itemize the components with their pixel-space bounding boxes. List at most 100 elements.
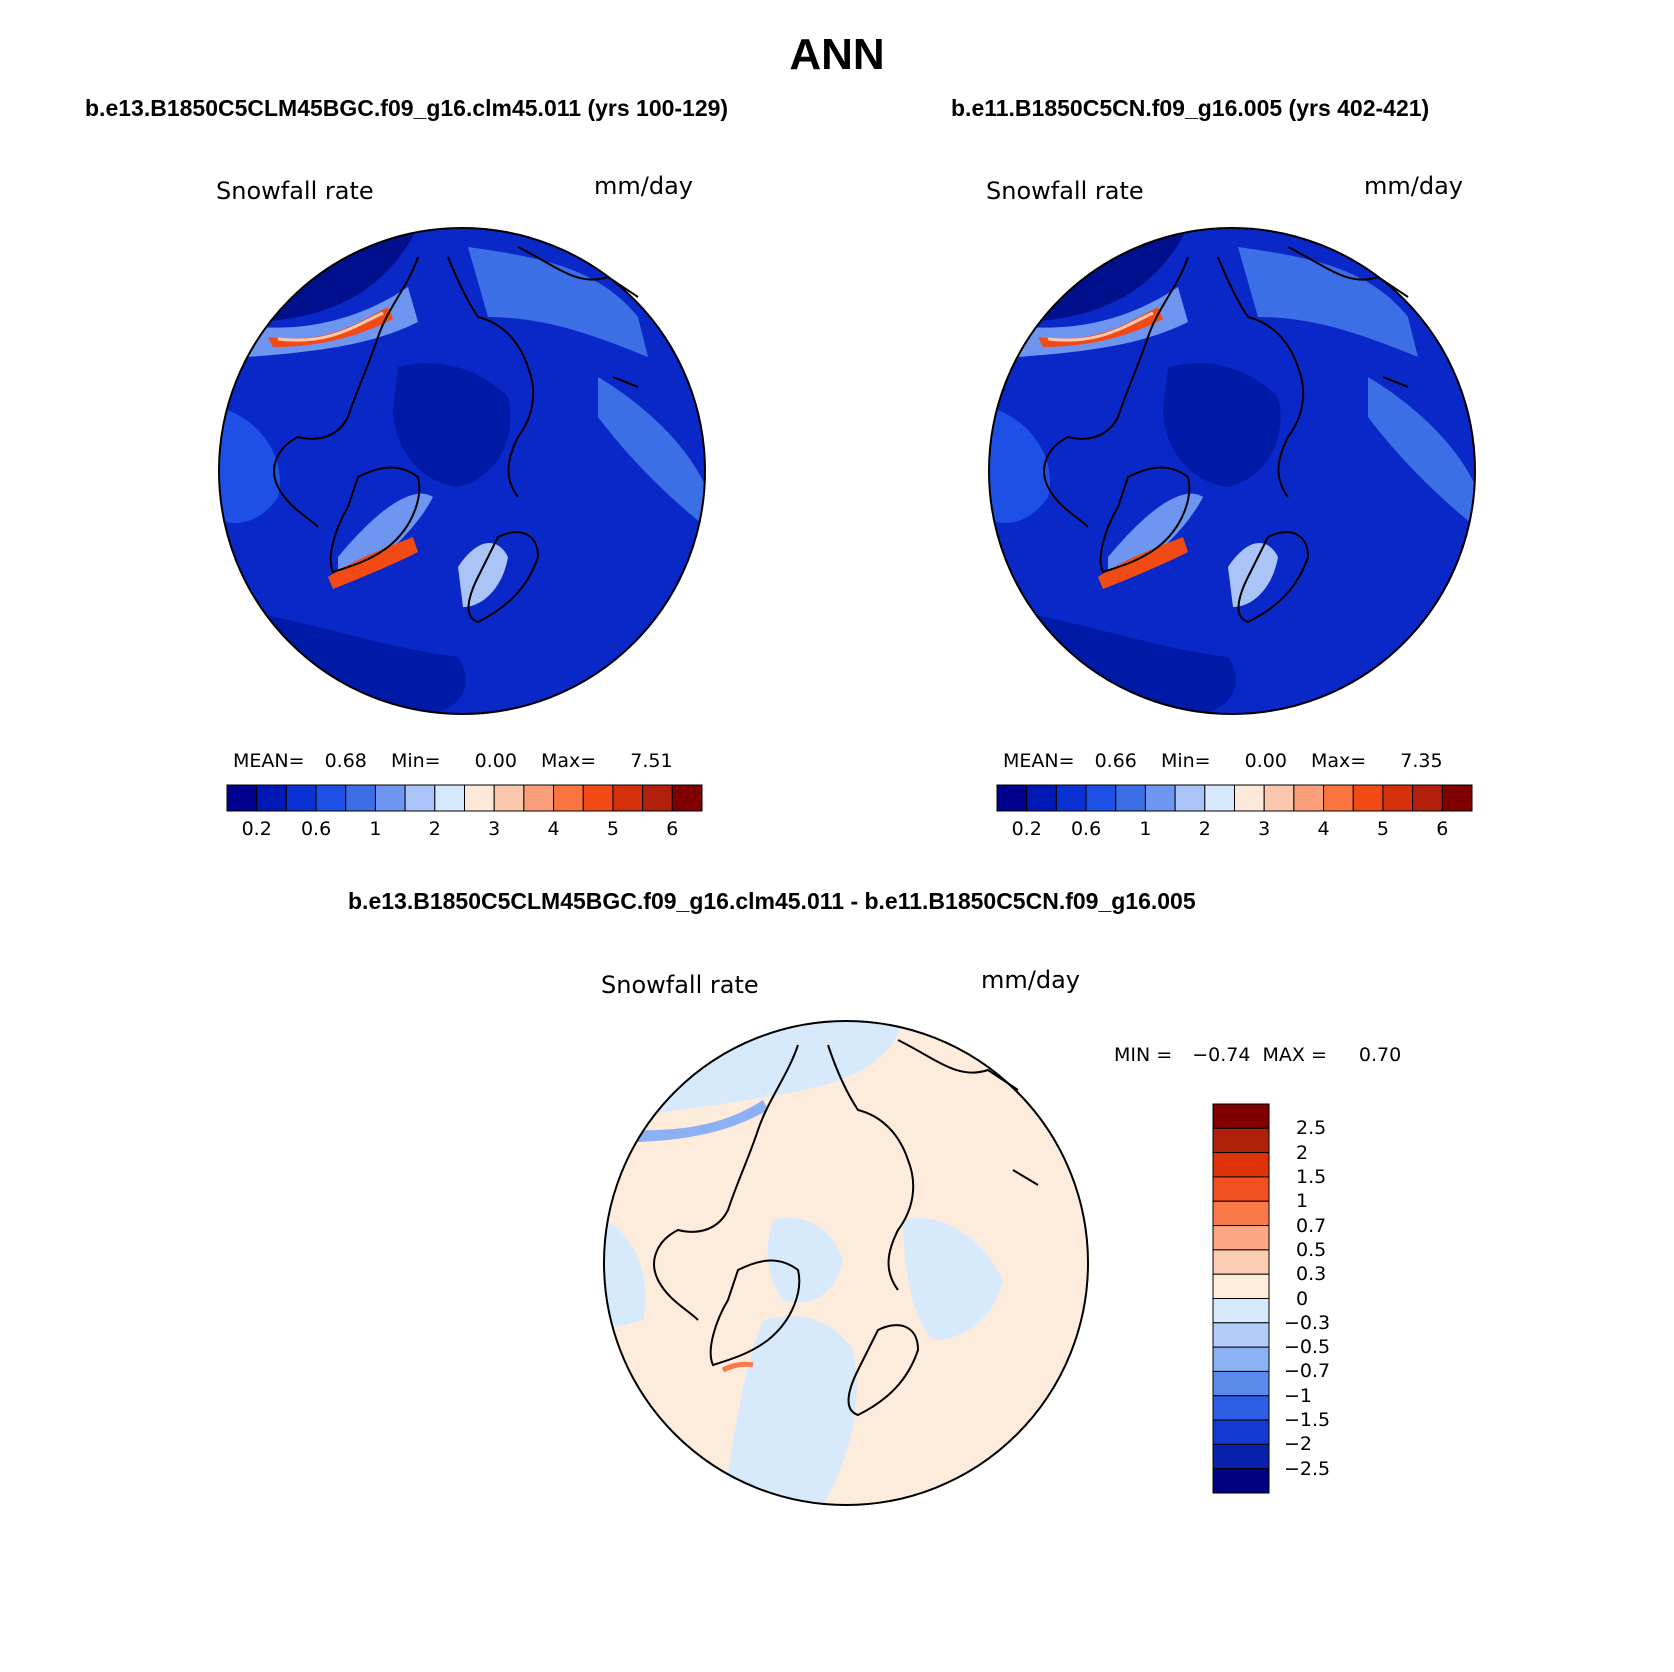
- panel-2-colorbar-swatch-9: [1263, 784, 1295, 812]
- difference-arctic-negative: [767, 1217, 843, 1303]
- difference-siberia-negative: [903, 1218, 1003, 1340]
- panel-2-colorbar-swatch-4: [1115, 784, 1146, 812]
- panel-1-colorbar-swatch-1: [256, 784, 287, 812]
- panel-1-colorbar-tick-label: 5: [606, 818, 619, 840]
- panel-1-colorbar-swatch-7: [434, 784, 465, 812]
- panel-1-colorbar-swatch-12: [582, 784, 614, 812]
- difference-colorbar-swatch-1: [1212, 1127, 1270, 1154]
- panel-1-max-value: 7.51: [630, 750, 673, 772]
- figure-title: ANN: [789, 30, 885, 79]
- panel-1-units-label: mm/day: [594, 172, 693, 200]
- panel-2-colorbar-swatch-12: [1352, 784, 1384, 812]
- panel-2-colorbar-swatch-6: [1174, 784, 1206, 812]
- difference-alaska-strip: [633, 1100, 768, 1142]
- panel-2-map: [988, 227, 1476, 715]
- panel-2-map-border: [988, 227, 1476, 715]
- panel-2-colorbar-swatch-2: [1055, 784, 1087, 812]
- panel-2-mean-value: 0.66: [1094, 750, 1137, 772]
- panel-1-colorbar-tick-label: 0.6: [300, 818, 332, 840]
- panel-2-variable-label: Snowfall rate: [986, 177, 1144, 205]
- panel-2-coastlines: [1043, 246, 1409, 624]
- panel-2-colorbar-swatch-13: [1382, 784, 1414, 812]
- difference-colorbar-tick-label: −1.5: [1284, 1409, 1331, 1432]
- panel-1-colorbar-tick-label: 0.2: [241, 818, 272, 840]
- difference-variable-label: Snowfall rate: [601, 971, 759, 999]
- difference-min-value: −0.74: [1192, 1044, 1251, 1066]
- panel-1-colorbar-swatch-4: [345, 784, 376, 812]
- panel-2-colorbar-swatch-0: [996, 784, 1028, 812]
- panel-2-colorbar-swatch-11: [1323, 784, 1354, 812]
- difference-colorbar-swatch-0: [1212, 1103, 1270, 1129]
- panel-1-siberia-band: [468, 247, 648, 357]
- difference-colorbar-swatch-5: [1212, 1225, 1270, 1251]
- difference-colorbar-tick-label: 0.5: [1296, 1238, 1327, 1261]
- difference-colorbar-swatch-9: [1212, 1322, 1270, 1348]
- panel-2-mean-label: MEAN=: [1003, 750, 1075, 772]
- panel-2-colorbar-swatch-15: [1441, 784, 1473, 812]
- difference-colorbar-swatch-8: [1212, 1298, 1270, 1324]
- panel-2-colorbar-tick-label: 4: [1317, 818, 1330, 840]
- panel-2-arctic-core: [1163, 363, 1281, 487]
- difference-colorbar-ticks: 2.5 2 1.5 1 0.7 0.5 0.3 0 −0.3 −0.5 −0.7 −1 −1.5 −2 −2…: [1284, 1104, 1404, 1493]
- panel-1-colorbar-swatch-14: [642, 784, 673, 812]
- panel-1-colorbar-swatch-9: [493, 784, 525, 812]
- difference-colorbar-swatch-7: [1212, 1273, 1270, 1299]
- difference-units-label: mm/day: [981, 966, 1080, 994]
- panel-2-colorbar-swatch-14: [1412, 784, 1443, 812]
- panel-2-max-label: Max=: [1310, 750, 1367, 772]
- panel-1-variable-label: Snowfall rate: [216, 177, 374, 205]
- panel-1-mean-value: 0.68: [324, 750, 367, 772]
- panel-1-colorbar-tick-label: 1: [369, 818, 382, 840]
- panel-1-colorbar-swatch-3: [315, 784, 347, 812]
- panel-1-colorbar-swatch-0: [226, 784, 258, 812]
- panel-1-min-label: Min=: [390, 750, 441, 772]
- difference-atlantic-negative: [723, 1316, 857, 1505]
- difference-colorbar-swatch-13: [1212, 1419, 1270, 1445]
- panel-1-colorbar-tick-label: 2: [428, 818, 441, 840]
- difference-title: b.e13.B1850C5CLM45BGC.f09_g16.clm45.011 …: [348, 888, 1196, 914]
- panel-1-colorbar-swatch-2: [285, 784, 317, 812]
- panel-1-colorbar-swatch-6: [404, 784, 436, 812]
- difference-colorbar-swatch-10: [1212, 1346, 1270, 1372]
- panel-1-colorbar-swatch-15: [671, 784, 703, 812]
- panel-2-case-title: b.e11.B1850C5CN.f09_g16.005 (yrs 402-421…: [951, 95, 1430, 121]
- panel-1-colorbar-tick-label: 4: [547, 818, 560, 840]
- panel-2-colorbar-swatch-3: [1085, 784, 1117, 812]
- panel-2-colorbar-swatch-5: [1144, 784, 1176, 812]
- difference-colorbar-tick-label: −0.5: [1284, 1336, 1331, 1359]
- panel-1-colorbar-tick-label: 3: [488, 818, 501, 840]
- difference-colorbar-swatch-14: [1212, 1443, 1270, 1470]
- panel-1-scandinavia-pale: [458, 543, 508, 607]
- panel-2-max-value: 7.35: [1400, 750, 1443, 772]
- panel-2-colorbar-swatch-8: [1234, 784, 1265, 812]
- panel-1-coastlines: [273, 246, 639, 624]
- difference-coastlines: [653, 1039, 1039, 1417]
- difference-colorbar-tick-label: 1: [1296, 1190, 1309, 1213]
- difference-colorbar-swatch-11: [1212, 1370, 1270, 1397]
- difference-colorbar-tick-label: −2.5: [1284, 1457, 1331, 1480]
- panel-1-arctic-core: [393, 363, 511, 487]
- panel-1-min-value: 0.00: [474, 750, 517, 772]
- panel-2-min-value: 0.00: [1244, 750, 1287, 772]
- panel-1-map: [218, 227, 706, 715]
- panel-1-stats: MEAN= 0.68 Min= 0.00 Max= 7.51: [233, 750, 673, 772]
- difference-colorbar-swatch-6: [1212, 1249, 1270, 1275]
- panel-1-colorbar-swatch-13: [612, 784, 644, 812]
- panel-2-colorbar-swatch-10: [1293, 784, 1325, 812]
- difference-canada-negative: [604, 1220, 646, 1330]
- panel-1-map-border: [218, 227, 706, 715]
- panel-2-colorbar-tick-label: 6: [1436, 818, 1449, 840]
- difference-colorbar-tick-label: 0: [1296, 1287, 1309, 1310]
- difference-colorbar-swatch-2: [1212, 1152, 1270, 1178]
- panel-2-canada-band: [989, 407, 1050, 523]
- panel-2-greenland-warm: [1098, 537, 1188, 589]
- difference-colorbar-tick-label: −1: [1284, 1384, 1313, 1407]
- panel-2-colorbar-swatch-7: [1204, 784, 1235, 812]
- difference-map: [603, 1020, 1089, 1506]
- panel-1-colorbar: [226, 784, 703, 812]
- difference-min-label: MIN =: [1114, 1044, 1173, 1066]
- panel-2-colorbar-tick-label: 5: [1376, 818, 1389, 840]
- difference-colorbar-tick-label: −2: [1284, 1433, 1313, 1456]
- difference-stats: MIN = −0.74 MAX = 0.70: [1114, 1044, 1401, 1066]
- panel-2-min-label: Min=: [1160, 750, 1211, 772]
